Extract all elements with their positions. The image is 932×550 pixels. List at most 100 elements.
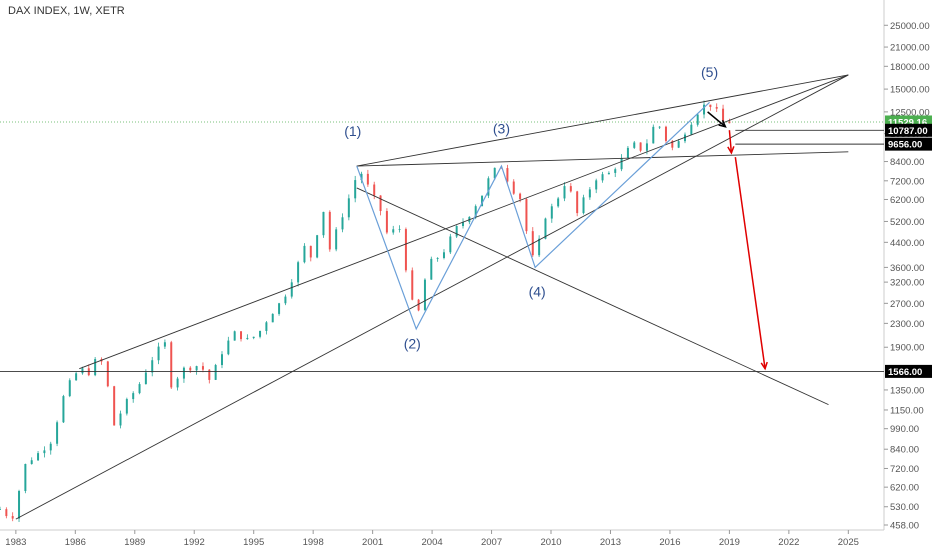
candle-body	[677, 141, 680, 148]
candle-body	[474, 206, 477, 217]
candle-body	[588, 189, 591, 198]
candle-body	[639, 142, 642, 151]
candle-body	[614, 169, 617, 173]
candle-body	[18, 491, 21, 519]
time-tick-label: 2001	[362, 537, 383, 548]
candle-body	[227, 340, 230, 355]
candle-body	[328, 211, 331, 250]
price-badge-label: 11529.16	[888, 117, 927, 128]
price-badge	[885, 364, 932, 378]
candle-body	[442, 252, 445, 258]
candle-body	[201, 366, 204, 370]
time-tick-label: 1998	[303, 537, 324, 548]
wave-label: (5)	[701, 64, 718, 80]
price-badge-label: 10787.00	[888, 126, 928, 137]
candle-body	[557, 198, 560, 207]
candle-body	[360, 173, 363, 181]
price-tick-label: 1350.00	[890, 385, 924, 396]
projection-arrowhead	[718, 120, 727, 128]
price-tick-label: 12500.00	[890, 107, 930, 118]
candle-body	[664, 126, 667, 141]
candle-body	[189, 367, 192, 371]
candle-body	[24, 463, 27, 492]
candle-body	[195, 366, 198, 371]
candle-body	[208, 369, 211, 380]
candle-body	[5, 509, 8, 517]
candle-body	[0, 509, 1, 510]
price-tick-label: 18000.00	[890, 62, 930, 73]
candle-body	[411, 270, 414, 300]
wave-annotations: (1) (2) (3) (4) (5)	[344, 64, 768, 371]
candle-body	[125, 399, 128, 414]
price-tick-label: 5200.00	[890, 217, 924, 228]
projection-arrowhead	[727, 146, 735, 155]
candle-body	[493, 167, 496, 179]
candle-body	[341, 217, 344, 230]
price-tick-label: 1900.00	[890, 343, 924, 354]
candle-body	[49, 443, 52, 451]
price-tick-label: 15000.00	[890, 85, 930, 96]
trendline	[356, 74, 849, 167]
candle-body	[278, 303, 281, 314]
wave-label: (1)	[344, 123, 361, 139]
trendlines	[0, 74, 884, 520]
candle-body	[398, 229, 401, 230]
candle-body	[620, 158, 623, 170]
candle-body	[703, 104, 706, 115]
candle-body	[538, 238, 541, 256]
candle-body	[11, 516, 14, 519]
candle-body	[151, 360, 154, 373]
price-tick-label: 620.00	[890, 483, 919, 494]
candles	[0, 100, 731, 523]
time-tick-label: 2010	[540, 537, 561, 548]
candle-body	[519, 193, 522, 200]
candle-body	[81, 368, 84, 374]
candle-body	[430, 258, 433, 280]
price-tick-label: 1150.00	[890, 405, 924, 416]
candle-body	[379, 195, 382, 212]
trendline	[79, 74, 849, 370]
candle-body	[290, 282, 293, 297]
time-tick-label: 2022	[778, 537, 799, 548]
trendline	[356, 187, 829, 406]
trendline	[356, 151, 849, 167]
price-badge	[885, 123, 932, 137]
projection-arrow	[728, 130, 733, 153]
candle-body	[569, 186, 572, 192]
candle-body	[138, 384, 141, 394]
candle-body	[176, 378, 179, 388]
time-axis[interactable]: 1983 1986 1989 1992 1995 1998 2001 2004 2007 2010…	[0, 529, 884, 548]
candle-body	[506, 168, 509, 182]
trendline	[15, 74, 849, 520]
candle-body	[214, 365, 217, 380]
candle-body	[106, 361, 109, 387]
candle-body	[595, 180, 598, 190]
time-tick-label: 2007	[481, 537, 502, 548]
time-tick-label: 1986	[65, 537, 86, 548]
candle-body	[645, 143, 648, 151]
candle-body	[284, 296, 287, 304]
wave-label: (2)	[404, 336, 421, 352]
candle-body	[271, 313, 274, 323]
price-tick-label: 25000.00	[890, 21, 930, 32]
candle-body	[481, 195, 484, 207]
wave-label: (4)	[529, 284, 546, 300]
price-tick-label: 8400.00	[890, 157, 924, 168]
candle-body	[309, 245, 312, 258]
candle-body	[132, 393, 135, 400]
candle-body	[240, 331, 243, 340]
price-axis[interactable]: 25000.00 21000.00 18000.00 15000.00 12500.00…	[883, 0, 930, 531]
price-tick-label: 2300.00	[890, 319, 924, 330]
price-tick-label: 3200.00	[890, 278, 924, 289]
candle-body	[303, 245, 306, 263]
candle-body	[62, 396, 65, 423]
time-tick-label: 1992	[184, 537, 205, 548]
price-tick-label: 990.00	[890, 424, 919, 435]
price-tick-label: 7200.00	[890, 176, 924, 187]
candle-body	[449, 236, 452, 253]
candle-body	[626, 147, 629, 159]
candle-body	[544, 218, 547, 239]
